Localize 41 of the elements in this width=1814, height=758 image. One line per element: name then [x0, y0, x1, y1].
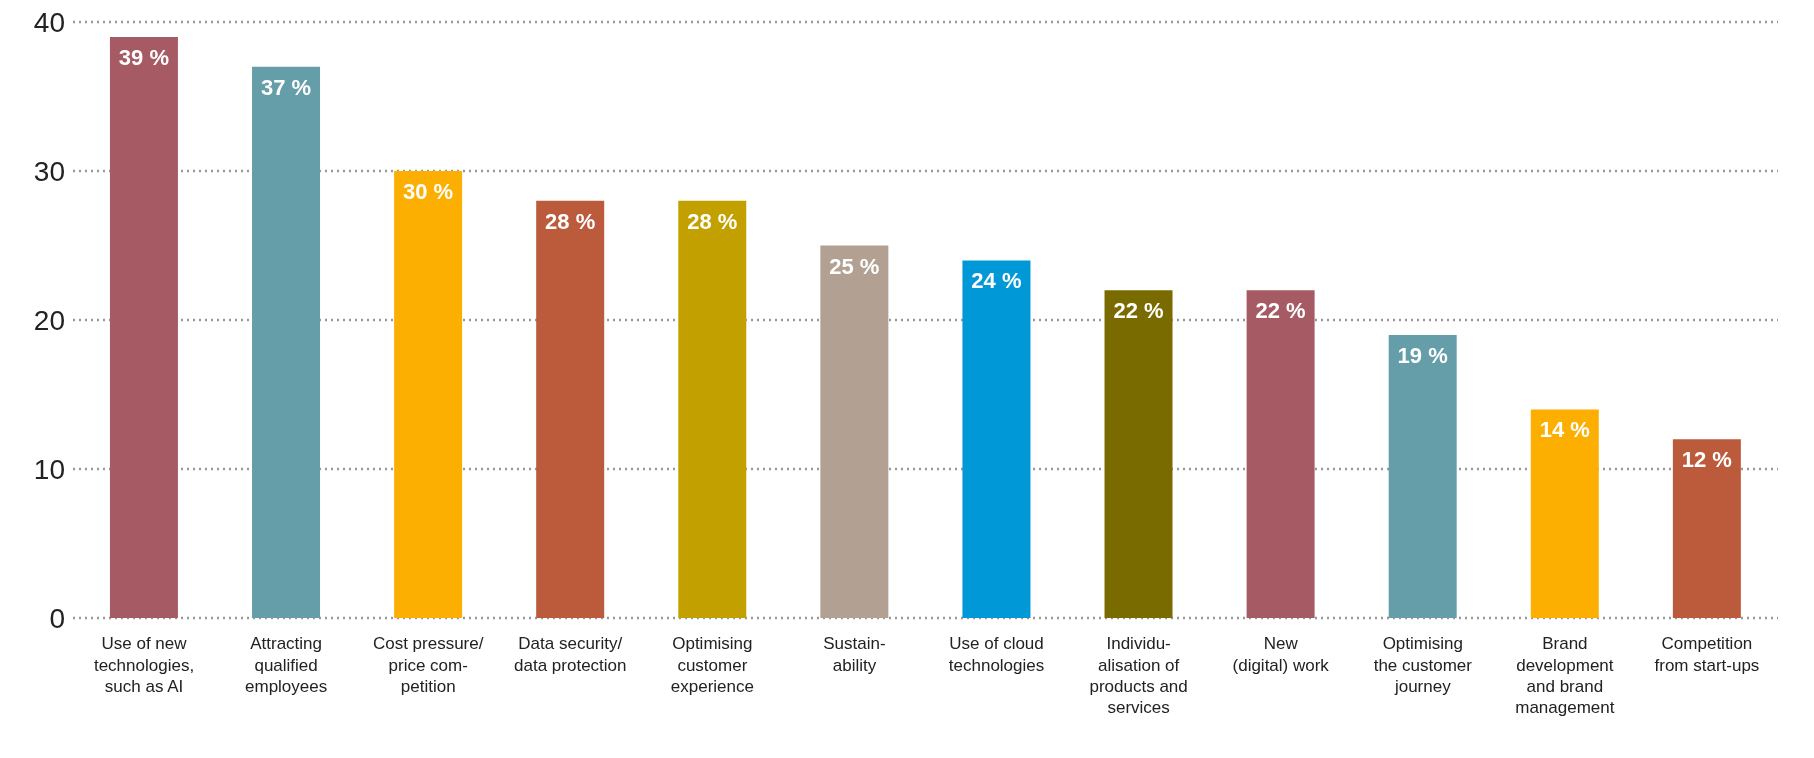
x-tick-label: Use of new technologies, such as AI — [93, 634, 195, 696]
data-label: 24 % — [971, 268, 1022, 294]
data-label: 28 % — [545, 208, 596, 234]
data-label: 22 % — [1113, 298, 1164, 324]
y-tick-label: 30 — [33, 155, 65, 187]
x-tick-label: Sustain- ability — [823, 634, 886, 675]
x-tick-label: Use of cloud technologies — [948, 634, 1045, 675]
data-label: 14 % — [1539, 417, 1590, 443]
y-tick-label: 20 — [33, 304, 65, 336]
bar — [1672, 439, 1741, 618]
x-tick-label: Individu- alisation of products and services — [1089, 634, 1188, 718]
bar — [962, 260, 1031, 618]
bar — [1104, 290, 1173, 618]
data-label: 39 % — [118, 44, 170, 70]
x-tick-label: Optimising customer experience — [670, 634, 754, 696]
x-tick-label: Optimising the customer journey — [1373, 634, 1473, 696]
data-label: 30 % — [403, 179, 454, 204]
x-tick-label: Cost pressure/ price com- petition — [372, 634, 484, 696]
y-tick-label: 10 — [33, 453, 65, 485]
data-label: 25 % — [829, 253, 880, 279]
bar — [1388, 334, 1457, 618]
x-tick-label: New (digital) work — [1232, 634, 1330, 675]
bar — [109, 36, 178, 618]
x-tick-label: Attracting qualified employees — [245, 634, 328, 696]
bar — [678, 200, 747, 618]
y-tick-label: 0 — [49, 602, 65, 634]
data-label: 22 % — [1255, 298, 1306, 324]
bar — [252, 66, 321, 618]
data-label: 28 % — [687, 208, 738, 234]
x-tick-label: Brand development and brand management — [1515, 634, 1615, 718]
data-label: 37 % — [260, 74, 312, 100]
x-tick-label: Data security/ data protection — [514, 634, 627, 675]
bar — [536, 200, 605, 618]
data-label: 19 % — [1397, 342, 1448, 368]
x-tick-label: Competition from start-ups — [1654, 634, 1760, 675]
bar — [1530, 409, 1599, 618]
bar — [820, 245, 889, 618]
data-label: 12 % — [1681, 447, 1732, 473]
bar — [394, 171, 463, 618]
y-tick-label: 40 — [33, 6, 65, 38]
bar — [1246, 290, 1315, 618]
